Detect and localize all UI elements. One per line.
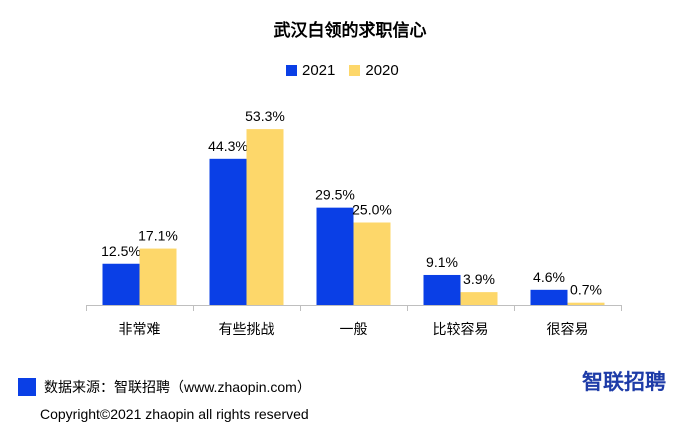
x-tick-label-0: 非常难 [119, 322, 161, 338]
bar-2021-0 [102, 263, 140, 305]
bar-2021-3 [423, 274, 461, 305]
data-label-2021-0: 12.5% [101, 243, 141, 259]
data-source: 数据来源：智联招聘（www.zhaopin.com） [18, 377, 311, 397]
bar-2020-4 [567, 302, 605, 305]
bar-2020-3 [460, 292, 498, 305]
legend-swatch-2020 [349, 65, 361, 76]
data-label-2020-3: 3.9% [463, 271, 495, 287]
source-text: 数据来源：智联招聘（www.zhaopin.com） [44, 379, 311, 395]
brand-logo: 智联招聘 [582, 371, 666, 394]
legend-label-2020: 2020 [365, 62, 399, 79]
data-label-2021-3: 9.1% [426, 254, 458, 270]
data-label-2020-1: 53.3% [245, 108, 285, 124]
data-label-2021-4: 4.6% [533, 269, 565, 285]
x-tick-label-2: 一般 [340, 322, 368, 338]
x-tick-label-3: 比较容易 [433, 321, 489, 338]
x-tick-label-1: 有些挑战 [219, 322, 275, 338]
legend-item-2021: 2021 [286, 62, 335, 79]
chart-title: 武汉白领的求职信心 [273, 21, 427, 40]
x-tick-label-4: 很容易 [547, 321, 589, 338]
legend-label-2021: 2021 [302, 62, 336, 79]
legend: 2021 2020 [286, 62, 399, 79]
legend-swatch-2021 [286, 65, 297, 76]
data-label-2020-2: 25.0% [352, 202, 392, 218]
bar-2021-2 [316, 207, 354, 305]
bar-2020-1 [246, 129, 284, 305]
data-label-2020-0: 17.1% [138, 228, 178, 244]
bar-2020-0 [139, 248, 177, 305]
data-label-2021-2: 29.5% [315, 187, 355, 203]
bar-2020-2 [353, 222, 391, 305]
bar-2021-4 [530, 289, 568, 305]
data-label-2021-1: 44.3% [208, 138, 248, 154]
data-label-2020-4: 0.7% [570, 282, 602, 298]
bar-2021-1 [209, 158, 247, 305]
copyright-text: Copyright©2021 zhaopin all rights reserv… [40, 406, 309, 422]
source-swatch [18, 378, 36, 396]
legend-item-2020: 2020 [349, 62, 399, 79]
